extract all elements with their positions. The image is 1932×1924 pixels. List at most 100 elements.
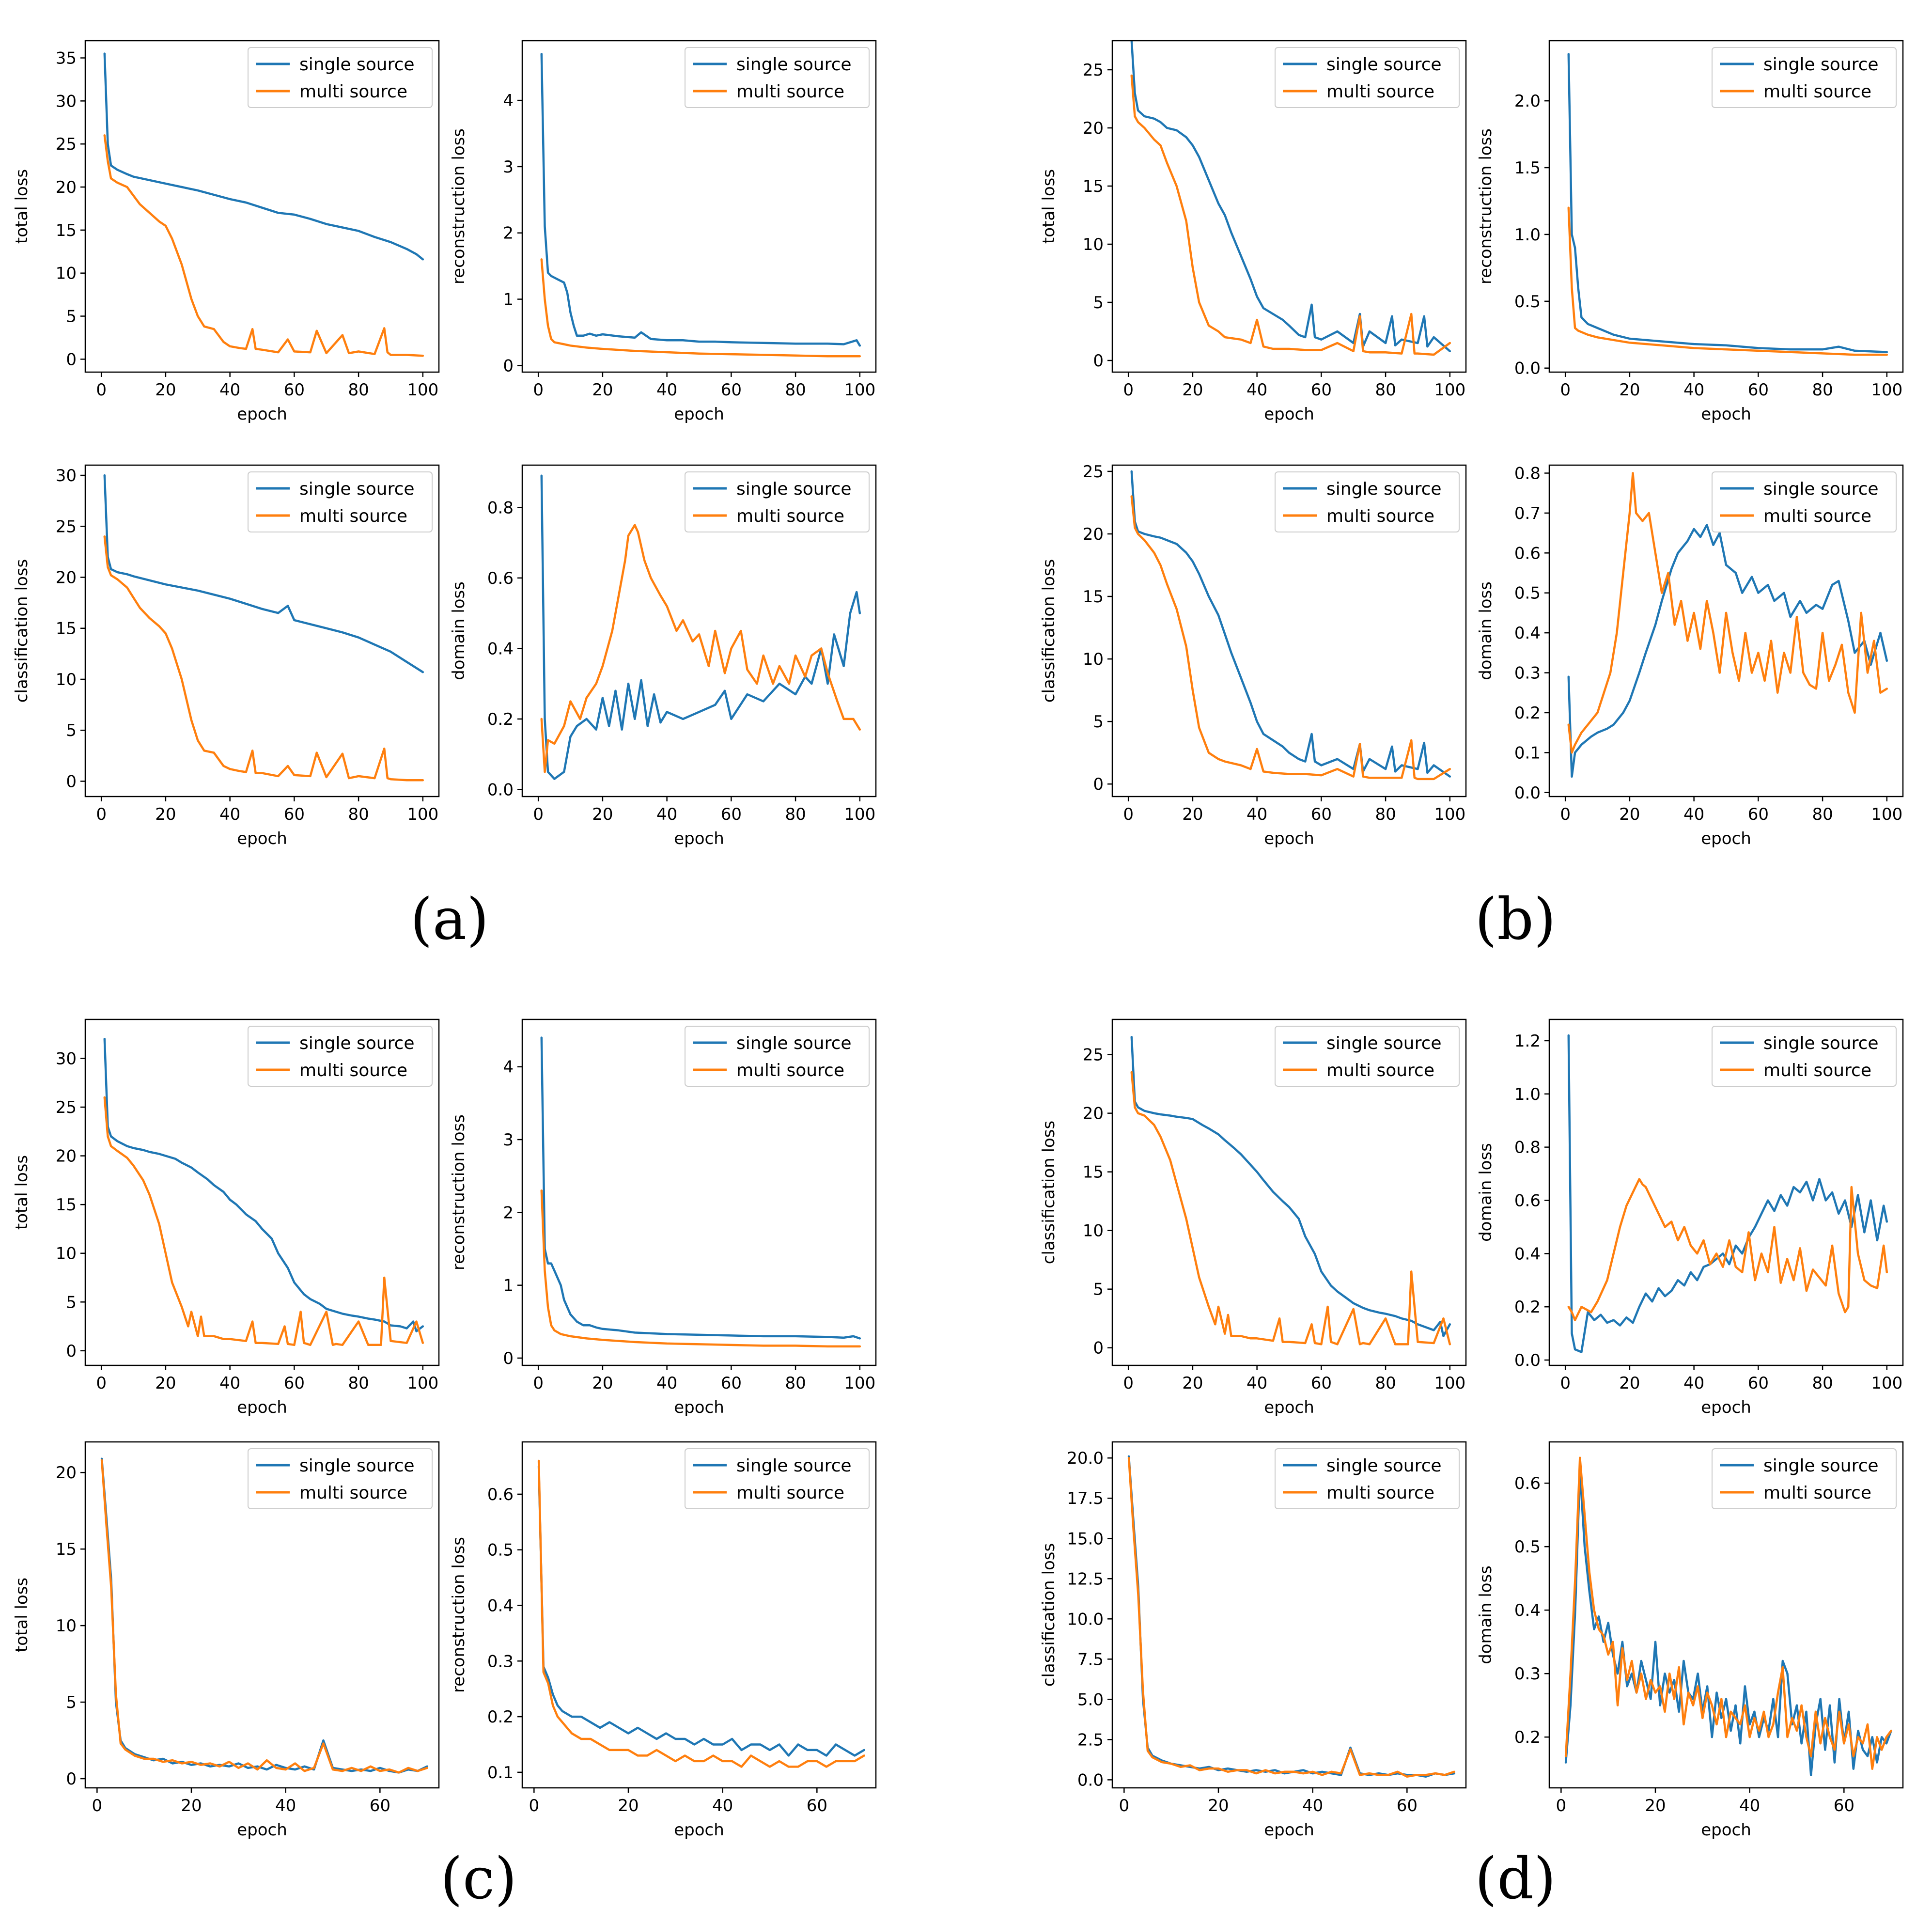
legend: single source multi source bbox=[1275, 1448, 1460, 1509]
legend-label-multi: multi source bbox=[1763, 1483, 1871, 1503]
x-tick-label: 40 bbox=[1683, 1374, 1704, 1393]
x-tick-label: 100 bbox=[407, 1374, 438, 1393]
x-tick-label: 40 bbox=[219, 805, 240, 824]
y-axis-label: classification loss bbox=[1039, 559, 1059, 703]
series-lines bbox=[1130, 41, 1451, 356]
x-tick-label: 0 bbox=[533, 380, 544, 400]
x-axis-label: epoch bbox=[1701, 1398, 1751, 1417]
axes-frame bbox=[521, 1441, 877, 1789]
y-tick-label: 0.4 bbox=[1514, 1244, 1541, 1264]
y-tick-label: 20 bbox=[56, 1463, 77, 1483]
x-tick-label: 60 bbox=[284, 805, 305, 824]
x-tick-label: 0 bbox=[1560, 805, 1571, 824]
legend-label-multi: multi source bbox=[1763, 1061, 1871, 1080]
y-tick-label: 10.0 bbox=[1067, 1610, 1104, 1629]
x-tick-label: 40 bbox=[1246, 805, 1267, 824]
y-tick-label: 15 bbox=[56, 1195, 77, 1215]
series-lines bbox=[1127, 1455, 1455, 1778]
legend-box bbox=[1712, 1448, 1897, 1509]
legend-box bbox=[1275, 1026, 1460, 1087]
y-tick-label: 25 bbox=[1083, 61, 1104, 80]
y-tick-label: 12.5 bbox=[1067, 1569, 1104, 1589]
x-axis-label: epoch bbox=[1264, 1820, 1314, 1840]
x-tick-label: 80 bbox=[348, 805, 369, 824]
x-tick-label: 40 bbox=[275, 1796, 296, 1815]
x-tick-label: 60 bbox=[807, 1796, 827, 1815]
x-tick-label: 20 bbox=[1182, 1374, 1203, 1393]
x-tick-label: 20 bbox=[592, 805, 613, 824]
y-tick-label: 5 bbox=[66, 721, 77, 740]
y-tick-label: 0 bbox=[66, 1342, 77, 1361]
y-tick-label: 4 bbox=[503, 1058, 514, 1077]
series-line-single bbox=[1567, 1034, 1888, 1353]
y-tick-label: 0.2 bbox=[1514, 1298, 1541, 1317]
x-axis-label: epoch bbox=[1701, 405, 1751, 424]
x-tick-label: 60 bbox=[1834, 1796, 1854, 1815]
axes-frame bbox=[84, 1441, 440, 1789]
series-line-single bbox=[1567, 524, 1888, 778]
legend-box bbox=[685, 1448, 870, 1509]
y-tick-label: 0.6 bbox=[487, 569, 514, 588]
x-axis-label: epoch bbox=[1701, 829, 1751, 848]
legend-label-single: single source bbox=[1763, 1033, 1879, 1053]
series-line-multi bbox=[1564, 1456, 1892, 1770]
x-tick-label: 40 bbox=[1683, 805, 1704, 824]
x-tick-label: 0 bbox=[96, 380, 107, 400]
y-tick-label: 4 bbox=[503, 91, 514, 110]
y-tick-label: 0.5 bbox=[1514, 584, 1541, 603]
legend: single source multi source bbox=[1712, 471, 1897, 532]
x-tick-label: 60 bbox=[1311, 805, 1332, 824]
axes-frame bbox=[521, 1018, 877, 1366]
y-tick-label: 0.2 bbox=[487, 1707, 514, 1727]
x-axis-label: epoch bbox=[674, 405, 724, 424]
chart-panel: 0 20 40 60 80 100 0.0 0.5 1.0 1.5 2.0 epoch reconstr… bbox=[1476, 40, 1904, 424]
y-tick-label: 0.2 bbox=[1514, 704, 1541, 723]
y-tick-label: 25 bbox=[1083, 1046, 1104, 1065]
legend: single source multi source bbox=[1712, 1448, 1897, 1509]
x-tick-label: 0 bbox=[96, 805, 107, 824]
y-tick-label: 0.0 bbox=[487, 780, 514, 799]
legend: single source multi source bbox=[1712, 1026, 1897, 1087]
series-line-single bbox=[1567, 53, 1888, 353]
y-tick-label: 0.3 bbox=[1514, 664, 1541, 683]
series-lines bbox=[540, 53, 861, 358]
series-line-multi bbox=[103, 1096, 424, 1346]
series-lines bbox=[1130, 470, 1451, 781]
y-tick-label: 10 bbox=[56, 1244, 77, 1264]
y-tick-label: 35 bbox=[56, 49, 77, 68]
series-line-multi bbox=[540, 258, 861, 358]
x-tick-label: 60 bbox=[1748, 805, 1769, 824]
y-tick-label: 1.0 bbox=[1514, 1085, 1541, 1104]
legend: single source multi source bbox=[685, 1448, 870, 1509]
chart-panel: 0 20 40 60 0.0 2.5 5.0 7.5 10.0 12.5 15.0 17.5 20.0 e… bbox=[1039, 1441, 1467, 1840]
x-tick-label: 80 bbox=[785, 380, 806, 400]
x-tick-label: 0 bbox=[1123, 805, 1134, 824]
y-tick-label: 0 bbox=[66, 350, 77, 369]
legend-label-multi: multi source bbox=[1763, 506, 1871, 526]
legend-box bbox=[248, 1448, 433, 1509]
y-tick-label: 15 bbox=[1083, 177, 1104, 196]
legend-label-single: single source bbox=[736, 55, 852, 75]
legend: single source multi source bbox=[1275, 471, 1460, 532]
y-tick-label: 0.0 bbox=[1077, 1770, 1104, 1790]
legend-label-multi: multi source bbox=[736, 1483, 844, 1503]
legend-box bbox=[1712, 47, 1897, 108]
series-line-multi bbox=[103, 535, 424, 782]
x-tick-label: 0 bbox=[1556, 1796, 1567, 1815]
group-label-b: (b) bbox=[1475, 886, 1556, 953]
y-tick-label: 10 bbox=[56, 264, 77, 283]
y-tick-label: 5 bbox=[1093, 293, 1104, 313]
x-tick-label: 60 bbox=[1748, 380, 1769, 400]
series-line-single bbox=[1130, 470, 1451, 778]
x-tick-label: 40 bbox=[219, 380, 240, 400]
x-tick-label: 20 bbox=[592, 380, 613, 400]
series-lines bbox=[103, 52, 424, 357]
legend-label-single: single source bbox=[736, 1456, 852, 1476]
y-tick-label: 1.0 bbox=[1514, 225, 1541, 245]
x-tick-label: 60 bbox=[1397, 1796, 1418, 1815]
y-tick-label: 2.5 bbox=[1077, 1730, 1104, 1750]
y-tick-label: 0.5 bbox=[1514, 1537, 1541, 1557]
x-tick-label: 100 bbox=[844, 1374, 875, 1393]
